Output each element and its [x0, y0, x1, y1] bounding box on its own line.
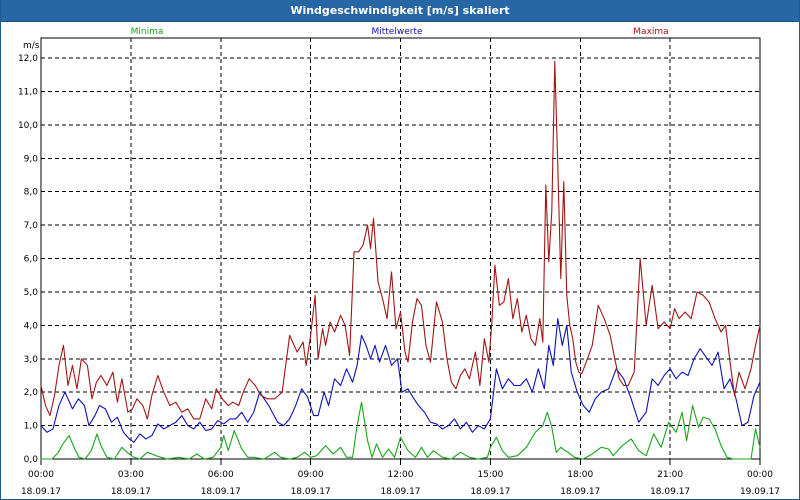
y-tick-label: 3,0: [24, 355, 39, 365]
x-tick-date-label: 19.09.17: [740, 487, 780, 497]
y-tick-label: 7,0: [24, 221, 39, 231]
grid: [40, 38, 761, 460]
y-tick-label: 1,0: [24, 422, 39, 432]
x-tick-time-label: 15:00: [477, 470, 503, 480]
x-tick-time-label: 03:00: [118, 470, 144, 480]
y-tick-label: 12,0: [18, 54, 38, 64]
y-tick-label: 10,0: [18, 121, 38, 131]
y-tick-label: 11,0: [18, 87, 38, 97]
x-tick-date-label: 18.09.17: [291, 487, 331, 497]
x-tick-time-label: 00:00: [747, 470, 773, 480]
series-line-maxima: [40, 60, 761, 420]
y-tick-label: 9,0: [24, 154, 39, 164]
y-tick-label: 0,0: [24, 455, 39, 465]
x-tick-date-label: 18.09.17: [21, 487, 61, 497]
y-tick-label: 6,0: [24, 255, 39, 265]
legend-minima: Minima: [131, 27, 164, 37]
series-line-mittelwerte: [40, 318, 761, 443]
x-tick-time-label: 00:00: [28, 470, 54, 480]
x-tick-time-label: 21:00: [657, 470, 683, 480]
x-tick-date-label: 18.09.17: [650, 487, 690, 497]
series-line-minima: [40, 401, 761, 460]
x-tick-time-label: 12:00: [388, 470, 414, 480]
x-tick-time-label: 06:00: [208, 470, 234, 480]
y-unit-label: m/s: [23, 41, 40, 51]
legend-mittelwerte: Mittelwerte: [371, 27, 422, 37]
x-tick-date-label: 18.09.17: [111, 487, 151, 497]
x-tick-date-label: 18.09.17: [560, 487, 600, 497]
legend-maxima: Maxima: [633, 27, 668, 37]
y-tick-label: 4,0: [24, 321, 39, 331]
x-tick-time-label: 18:00: [567, 470, 593, 480]
x-tick-time-label: 09:00: [298, 470, 324, 480]
x-tick-date-label: 18.09.17: [201, 487, 241, 497]
x-tick-date-label: 18.09.17: [470, 487, 510, 497]
y-tick-label: 5,0: [24, 288, 39, 298]
y-tick-label: 2,0: [24, 388, 39, 398]
window-title: Windgeschwindigkeit [m/s] skaliert: [1, 0, 799, 22]
y-tick-label: 8,0: [24, 188, 39, 198]
x-tick-date-label: 18.09.17: [380, 487, 420, 497]
